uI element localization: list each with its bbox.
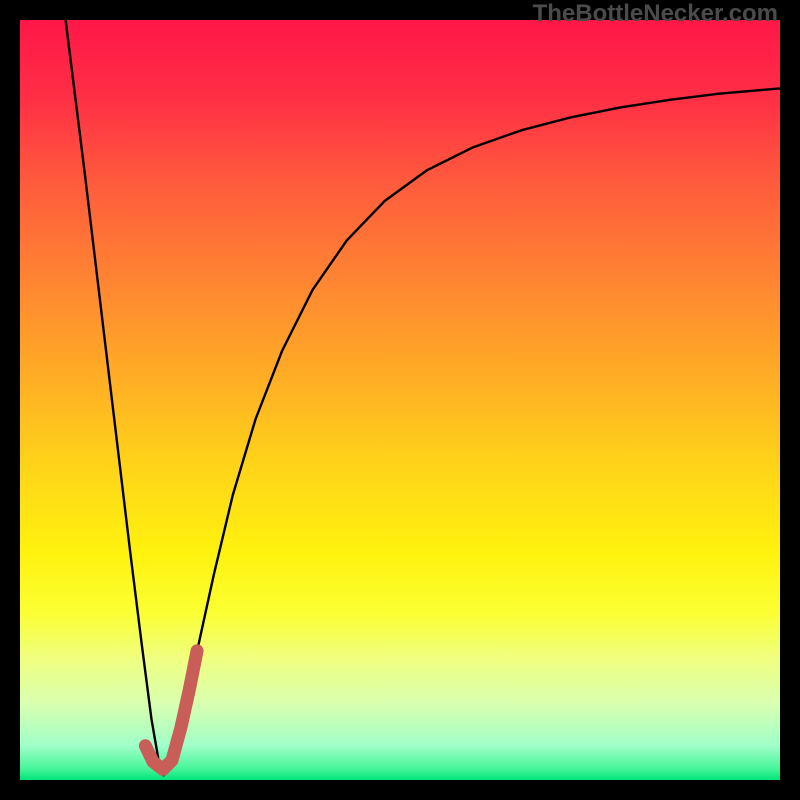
frame-right: [780, 0, 800, 800]
frame-bottom: [0, 780, 800, 800]
bottleneck-curve: [66, 20, 780, 775]
frame-left: [0, 0, 20, 800]
curve-layer: [0, 0, 800, 800]
watermark-text: TheBottleNecker.com: [533, 0, 778, 28]
accent-j-mark: [145, 651, 197, 770]
figure-root: TheBottleNecker.com: [0, 0, 800, 800]
